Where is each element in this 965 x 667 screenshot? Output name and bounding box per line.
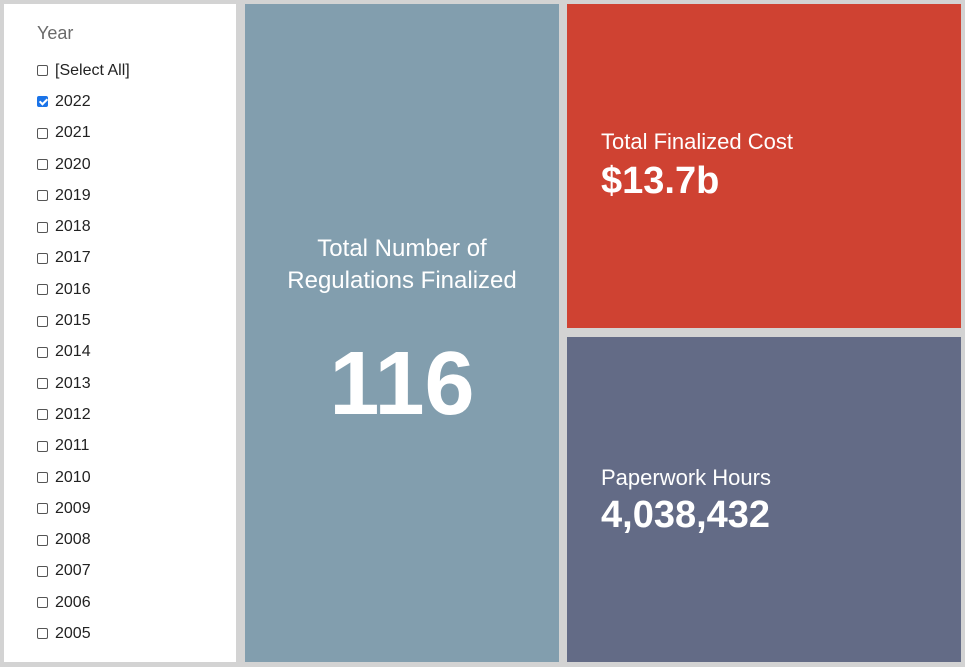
finalized-cost-value: $13.7b: [601, 160, 719, 203]
year-option-label: 2012: [55, 406, 91, 424]
paperwork-hours-value: 4,038,432: [601, 494, 770, 537]
paperwork-hours-tile: Paperwork Hours 4,038,432: [567, 337, 961, 662]
year-option-label: 2010: [55, 469, 91, 487]
year-option[interactable]: 2011: [37, 431, 130, 462]
checkbox-unchecked-icon[interactable]: [37, 316, 48, 327]
year-option-label: 2005: [55, 625, 91, 643]
year-option-label: 2007: [55, 562, 91, 580]
paperwork-hours-label: Paperwork Hours: [601, 465, 771, 491]
year-option[interactable]: [Select All]: [37, 55, 130, 86]
year-option[interactable]: 2012: [37, 399, 130, 430]
checkbox-unchecked-icon[interactable]: [37, 535, 48, 546]
year-option[interactable]: 2018: [37, 211, 130, 242]
regulations-count-label: Total Number of Regulations Finalized: [285, 233, 519, 297]
checkbox-unchecked-icon[interactable]: [37, 65, 48, 76]
year-option[interactable]: 2020: [37, 149, 130, 180]
year-option[interactable]: 2013: [37, 368, 130, 399]
year-option[interactable]: 2015: [37, 305, 130, 336]
year-option[interactable]: 2007: [37, 556, 130, 587]
year-option[interactable]: 2019: [37, 180, 130, 211]
year-option-label: 2022: [55, 93, 91, 111]
checkbox-unchecked-icon[interactable]: [37, 284, 48, 295]
finalized-cost-label: Total Finalized Cost: [601, 129, 793, 155]
year-option[interactable]: 2009: [37, 493, 130, 524]
year-option-label: 2021: [55, 124, 91, 142]
year-option[interactable]: 2006: [37, 587, 130, 618]
filter-title: Year: [37, 23, 73, 44]
checkbox-unchecked-icon[interactable]: [37, 222, 48, 233]
year-option[interactable]: 2022: [37, 86, 130, 117]
checkbox-unchecked-icon[interactable]: [37, 597, 48, 608]
year-option-label: 2008: [55, 531, 91, 549]
year-option-label: 2013: [55, 375, 91, 393]
year-option[interactable]: 2021: [37, 118, 130, 149]
checkbox-unchecked-icon[interactable]: [37, 472, 48, 483]
year-option-label: 2015: [55, 312, 91, 330]
year-option-label: 2006: [55, 594, 91, 612]
checkbox-unchecked-icon[interactable]: [37, 128, 48, 139]
checkbox-unchecked-icon[interactable]: [37, 378, 48, 389]
year-option-label: 2019: [55, 187, 91, 205]
year-option-label: 2016: [55, 281, 91, 299]
regulations-count-value: 116: [245, 334, 559, 434]
checkbox-unchecked-icon[interactable]: [37, 566, 48, 577]
year-options-list: [Select All] 2022 2021 2020 2019 2018 2017 2016…: [37, 55, 130, 650]
year-option[interactable]: 2005: [37, 618, 130, 649]
year-option-label: 2017: [55, 249, 91, 267]
year-option[interactable]: 2014: [37, 337, 130, 368]
checkbox-unchecked-icon[interactable]: [37, 503, 48, 514]
year-filter-panel: Year [Select All] 2022 2021 2020 2019 2018 201…: [4, 4, 236, 662]
year-option-label: 2009: [55, 500, 91, 518]
checkbox-unchecked-icon[interactable]: [37, 190, 48, 201]
year-option[interactable]: 2017: [37, 243, 130, 274]
checkbox-unchecked-icon[interactable]: [37, 253, 48, 264]
checkbox-checked-icon[interactable]: [37, 96, 48, 107]
year-option-label: 2014: [55, 343, 91, 361]
checkbox-unchecked-icon[interactable]: [37, 409, 48, 420]
year-option[interactable]: 2008: [37, 524, 130, 555]
year-option-label: 2020: [55, 156, 91, 174]
checkbox-unchecked-icon[interactable]: [37, 441, 48, 452]
finalized-cost-tile: Total Finalized Cost $13.7b: [567, 4, 961, 328]
checkbox-unchecked-icon[interactable]: [37, 347, 48, 358]
year-option-label: 2018: [55, 218, 91, 236]
regulations-count-tile: Total Number of Regulations Finalized 11…: [245, 4, 559, 662]
year-option[interactable]: 2010: [37, 462, 130, 493]
year-option-label: [Select All]: [55, 62, 130, 80]
checkbox-unchecked-icon[interactable]: [37, 159, 48, 170]
checkbox-unchecked-icon[interactable]: [37, 628, 48, 639]
year-option-label: 2011: [55, 437, 89, 455]
year-option[interactable]: 2016: [37, 274, 130, 305]
